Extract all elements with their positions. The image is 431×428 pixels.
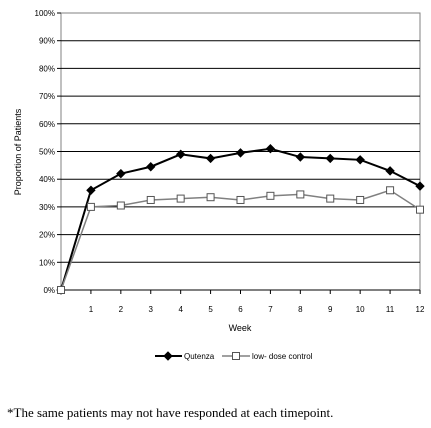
data-point	[205, 153, 216, 164]
x-tick-label: 2	[119, 305, 124, 314]
legend: Qutenza low- dose control	[155, 351, 313, 361]
data-point	[266, 191, 275, 200]
x-tick-label: 8	[298, 305, 303, 314]
legend-label: Qutenza	[184, 352, 215, 361]
data-point	[265, 144, 276, 154]
x-tick-label: 6	[238, 305, 243, 314]
data-point	[326, 194, 335, 203]
x-tick-label: 7	[268, 305, 273, 314]
data-point	[295, 152, 306, 162]
data-point	[415, 181, 425, 191]
x-tick-label: 5	[208, 305, 213, 314]
data-point	[325, 153, 335, 164]
y-axis-ticks: 0% 10% 20% 30% 40% 50% 60% 70% 80% 90% 100%	[35, 9, 61, 295]
y-tick-label: 20%	[39, 231, 55, 240]
series-low-dose-control	[57, 186, 424, 294]
x-axis-ticks: 1 2 3 4 5 6 7 8 9 10 11 12	[60, 289, 425, 314]
data-point	[86, 202, 95, 211]
x-tick-label: 3	[149, 305, 154, 314]
data-point	[175, 149, 186, 159]
y-tick-label: 50%	[39, 148, 55, 157]
data-point	[116, 201, 125, 210]
data-point	[356, 195, 365, 204]
data-point	[386, 186, 395, 195]
y-tick-label: 10%	[39, 258, 55, 267]
data-point	[116, 168, 126, 179]
y-tick-label: 60%	[39, 120, 55, 129]
x-axis-title: Week	[229, 323, 252, 333]
x-tick-label: 10	[356, 305, 365, 314]
y-tick-label: 0%	[43, 286, 55, 295]
data-point	[206, 193, 215, 202]
data-point	[146, 162, 156, 172]
gridlines	[61, 40, 420, 263]
x-tick-label: 4	[178, 305, 183, 314]
y-tick-label: 40%	[39, 175, 55, 184]
data-point	[236, 195, 245, 204]
data-point	[296, 190, 305, 199]
y-axis-title: Proportion of Patients	[13, 108, 23, 195]
legend-marker	[232, 352, 240, 360]
legend-marker	[163, 351, 173, 361]
data-point	[385, 166, 395, 176]
data-point	[86, 185, 96, 195]
x-tick-label: 9	[328, 305, 333, 314]
y-tick-label: 90%	[39, 37, 55, 46]
y-tick-label: 100%	[35, 9, 55, 18]
footnote: *The same patients may not have responde…	[7, 405, 334, 420]
legend-label: low- dose control	[252, 352, 313, 361]
y-tick-label: 30%	[39, 203, 55, 212]
data-point	[176, 194, 185, 203]
data-point	[355, 155, 365, 165]
x-tick-label: 12	[416, 305, 425, 314]
data-point	[416, 205, 424, 214]
series-layer	[56, 144, 425, 295]
x-tick-label: 11	[386, 305, 395, 314]
y-tick-label: 80%	[39, 64, 55, 73]
y-tick-label: 70%	[39, 92, 55, 101]
x-tick-label: 1	[89, 305, 94, 314]
data-point	[146, 195, 155, 204]
data-point	[57, 286, 65, 294]
data-point	[235, 148, 246, 158]
